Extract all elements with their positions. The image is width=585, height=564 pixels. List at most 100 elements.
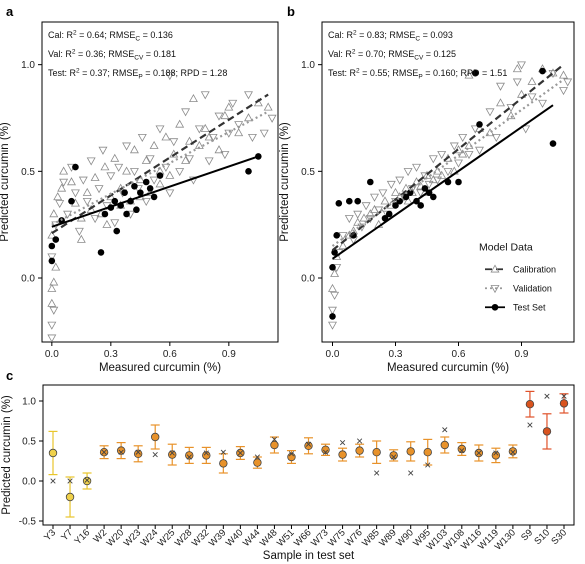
calibration-point <box>380 196 390 205</box>
validation-point <box>208 133 218 143</box>
y-tick-label: 1.0 <box>21 60 35 71</box>
calibration-point <box>141 155 151 164</box>
y-tick-label: 0.5 <box>22 437 36 448</box>
validation-point <box>330 291 340 300</box>
y-tick-label: 0.0 <box>21 274 35 285</box>
validation-point <box>94 185 104 194</box>
x-tick-label: W23 <box>122 527 144 549</box>
calibration-point <box>391 187 400 196</box>
x-tick-label: S10 <box>532 527 552 547</box>
x-tick-label: W39 <box>207 527 229 549</box>
validation-point <box>74 227 84 236</box>
stats-sup: 2 <box>73 30 77 37</box>
calibration-point <box>437 170 447 179</box>
stats-prefix: Cal: R <box>48 30 74 40</box>
legend-title: Model Data <box>479 241 533 253</box>
calibration-point <box>100 162 110 171</box>
calibration-point <box>47 230 57 239</box>
stats-prefix: Test: R <box>48 68 77 78</box>
validation-point <box>424 180 434 189</box>
stats-sup: 2 <box>352 49 356 56</box>
test-point <box>406 189 414 196</box>
test-point <box>385 210 393 218</box>
stats-sub: C <box>135 36 140 43</box>
calibration-point <box>204 132 214 141</box>
measured-point <box>254 454 261 460</box>
validation-point <box>106 172 116 181</box>
test-point <box>146 185 154 192</box>
predicted-point <box>116 446 126 455</box>
validation-point <box>475 146 484 155</box>
validation-point <box>133 185 143 194</box>
x-tick-label: W25 <box>156 527 178 549</box>
calibration-fit-line <box>51 93 269 235</box>
predicted-point <box>219 459 228 468</box>
predicted-point <box>82 476 92 486</box>
measured-point <box>527 422 533 428</box>
calibration-point <box>188 93 198 102</box>
y-tick-label: 1.0 <box>22 397 36 408</box>
calibration-point <box>506 111 516 120</box>
calibration-point <box>263 102 273 111</box>
calibration-point <box>433 166 442 175</box>
predicted-point <box>525 400 535 409</box>
stats-prefix: Val: R <box>48 49 72 59</box>
predicted-point <box>48 448 58 458</box>
calibration-point <box>67 177 76 186</box>
stats-mid: = 0.70; RMSE <box>355 49 414 59</box>
validation-point <box>200 91 210 100</box>
predicted-point <box>406 447 415 456</box>
test-point <box>113 227 121 235</box>
legend-entry: Test Set <box>513 302 546 312</box>
x-tick-label: W73 <box>309 527 331 549</box>
measured-point <box>322 449 329 455</box>
stats-tail: = 0.136 <box>140 30 173 40</box>
measured-point <box>305 441 312 447</box>
calibration-point <box>155 179 165 188</box>
predicted-point <box>202 451 211 460</box>
validation-point <box>267 114 277 123</box>
x-axis-label: Sample in test set <box>263 550 355 562</box>
x-tick-label: 0.0 <box>45 349 59 360</box>
validation-point <box>517 61 526 70</box>
x-tick-label: S30 <box>549 527 569 547</box>
measured-point <box>118 449 124 455</box>
x-tick-label: W90 <box>394 527 416 549</box>
x-tick-label: Y3 <box>42 527 58 543</box>
test-point <box>48 257 56 265</box>
test-point <box>150 193 158 201</box>
test-point <box>329 264 336 271</box>
legend-test-marker <box>491 303 499 311</box>
legend-entry: Validation <box>513 283 552 293</box>
y-tick-label: 0.5 <box>301 167 315 178</box>
test-point <box>329 313 336 320</box>
validation-point <box>188 176 198 185</box>
calibration-point <box>165 170 175 179</box>
stats-tail: = 0.093 <box>420 30 453 40</box>
predicted-point <box>65 492 75 502</box>
measured-point <box>169 450 175 456</box>
x-tick-label: 0.6 <box>163 349 177 360</box>
validation-point <box>458 133 468 143</box>
measured-point <box>220 449 226 455</box>
stats-tail: = 0.188; RPD = 1.28 <box>143 68 228 78</box>
calibration-point <box>47 298 57 307</box>
calibration-point <box>224 102 234 111</box>
stats-sup: 2 <box>353 30 357 37</box>
calibration-point <box>51 262 61 271</box>
predicted-point <box>372 448 381 457</box>
calibration-point <box>496 98 505 107</box>
test-point <box>402 193 410 201</box>
stats-sub: C <box>415 36 420 43</box>
x-tick-label: 0.9 <box>222 349 236 360</box>
test-point <box>430 193 437 201</box>
calibration-fit-line <box>331 63 565 252</box>
test-fit-line <box>331 104 554 260</box>
validation-point <box>169 138 179 147</box>
calibration-point <box>214 145 224 154</box>
predicted-point <box>270 440 279 450</box>
validation-point <box>165 189 175 198</box>
measured-point <box>476 450 482 456</box>
validation-point <box>49 306 59 315</box>
x-tick-label: W28 <box>173 527 195 549</box>
